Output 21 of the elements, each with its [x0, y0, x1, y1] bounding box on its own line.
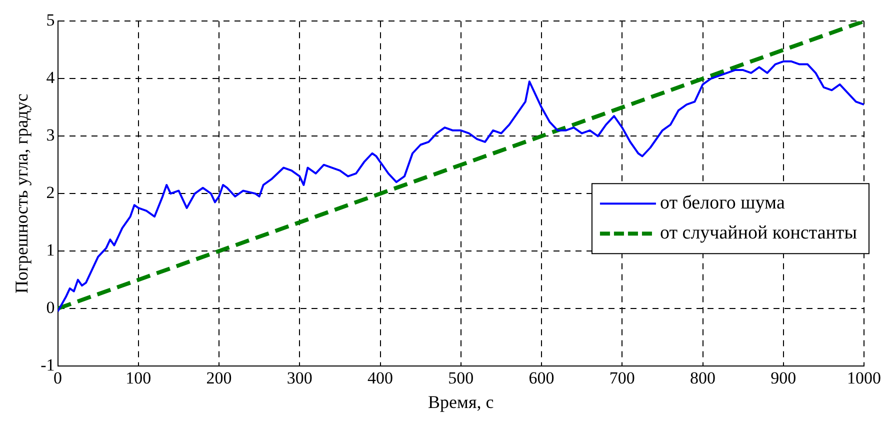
y-tick-label: 2: [46, 183, 55, 202]
y-tick-label: 5: [46, 10, 55, 30]
y-tick-label: -1: [40, 355, 55, 374]
x-tick-label: 500: [448, 368, 474, 388]
x-tick-label: 200: [206, 368, 232, 388]
x-tick-label: 800: [690, 368, 716, 388]
legend-label: от белого шума: [660, 192, 786, 214]
x-tick-label: 600: [528, 368, 554, 388]
y-tick-label: 3: [46, 126, 55, 145]
x-tick-label: 1000: [847, 368, 881, 388]
x-tick-label: 400: [368, 368, 394, 388]
y-tick-label: 1: [46, 240, 55, 260]
y-tick-label: 0: [46, 298, 55, 317]
x-tick-label: 100: [126, 368, 152, 388]
y-tick-label: 4: [46, 68, 56, 88]
x-axis-title: Время, с: [428, 392, 494, 412]
x-tick-label: 900: [770, 368, 796, 388]
x-tick-label: 300: [286, 368, 312, 388]
x-tick-label: 700: [609, 368, 635, 388]
y-axis-title: Погрешность угла, градус: [12, 94, 32, 294]
legend-label: от случайной константы: [660, 222, 858, 244]
